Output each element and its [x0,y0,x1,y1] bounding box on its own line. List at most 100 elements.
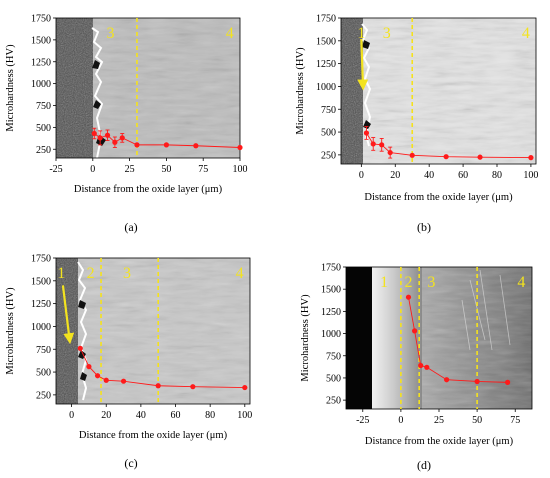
y-tick-label: 250 [326,396,341,407]
zone-arrow [357,38,369,91]
x-axis-title: Distance from the oxide layer (μm) [79,430,228,441]
y-tick-label: 500 [36,123,51,134]
micrograph-b [341,18,536,164]
y-tick-label: 1750 [31,254,51,265]
plot-frame [55,17,241,159]
data-point [424,364,430,370]
plot-frame [340,17,537,165]
x-tick-label: 80 [492,170,502,181]
panel-label-b: (b) [417,220,431,234]
data-point [477,154,483,160]
data-point [86,363,92,370]
y-tick-label: 1250 [316,59,336,70]
y-tick-label: 1000 [31,79,51,90]
x-tick-label: -25 [49,164,62,175]
y-tick-label: 500 [36,368,51,379]
x-tick-label: 50 [472,415,482,426]
y-tick-label: 250 [321,150,336,161]
micrograph-d [346,267,532,409]
x-tick-label: 60 [171,410,181,421]
data-point [103,377,109,383]
panel-b: 250 500 750 1000 1250 1500 1750 0 20 40 60 80 100 Mic… [295,14,538,235]
y-tick-label: 1750 [31,14,51,25]
panel-c: 250 500 750 1000 1250 1500 1750 0 20 40 60 80 100 Mic… [5,254,252,471]
x-axis-title: Distance from the oxide layer (μm) [365,436,514,447]
x-tick-label: 100 [523,170,538,181]
data-point [120,378,127,384]
y-tick-label: 1750 [321,263,341,274]
y-tick-label: 1500 [31,276,51,287]
chart-d: 250 500 750 1000 1250 1500 1750 -25 0 25 50 75 Micro… [300,263,533,447]
zone-label: 3 [106,25,114,42]
x-tick-label: 60 [458,170,468,181]
x-tick-label: 20 [390,170,400,181]
y-axis-title: Microhardness (HV) [300,294,311,382]
chart-a: 250 500 750 1000 1250 1500 1750 -25 0 25 50 75 100 Mi… [5,14,248,196]
data-point [104,132,111,138]
y-tick-label: 1000 [321,329,341,340]
y-tick-label: 1000 [31,322,51,333]
data-point [418,362,424,369]
data-point [97,135,103,141]
y-tick-label: 1500 [316,36,336,47]
data-point [193,143,199,149]
zone-label: 4 [517,274,525,291]
data-point [163,142,169,148]
plot-frame [55,257,251,405]
data-point [363,130,370,136]
data-point [242,384,248,391]
data-point [237,144,243,151]
y-tick-label: 1000 [316,82,336,93]
y-tick-label: 500 [321,128,336,139]
x-tick-label: 75 [198,164,208,175]
data-point [387,149,393,156]
y-tick-label: 1250 [31,57,51,68]
x-tick-label: 75 [510,415,520,426]
data-point [190,384,196,390]
data-point [155,383,161,389]
micrograph-c [56,258,250,404]
chart-b: 250 500 750 1000 1250 1500 1750 0 20 40 60 80 100 Mic… [295,14,538,204]
y-tick-label: 750 [321,105,336,116]
panel-label-a: (a) [124,220,137,234]
x-tick-label: 20 [101,410,111,421]
data-point [379,142,385,148]
panel-d: 250 500 750 1000 1250 1500 1750 -25 0 25 50 75 Micro… [300,263,533,472]
chart-c: 250 500 750 1000 1250 1500 1750 0 20 40 60 80 100 Mic… [5,254,252,442]
panel-label-c: (c) [124,456,137,470]
y-tick-label: 1500 [31,35,51,46]
x-axis-title: Distance from the oxide layer (μm) [364,192,513,203]
x-tick-label: -25 [356,415,369,426]
data-point [412,328,418,334]
zone-label: 4 [236,265,244,282]
x-tick-label: 100 [237,410,252,421]
x-tick-label: 25 [434,415,444,426]
y-tick-label: 1750 [316,14,336,25]
zone-label: 4 [522,25,530,42]
x-tick-label: 80 [205,410,215,421]
data-point [443,154,449,160]
zone-label: 2 [405,274,413,291]
zone-label: 1 [380,274,388,291]
zone-label: 3 [383,25,391,42]
panel-a: 250 500 750 1000 1250 1500 1750 -25 0 25 50 75 100 Mi… [5,14,248,235]
x-tick-label: 0 [69,410,74,421]
y-tick-label: 750 [326,351,341,362]
zone-arrow [61,285,75,345]
x-tick-label: 0 [359,170,364,181]
data-point [528,155,534,161]
y-tick-label: 750 [36,345,51,356]
zone-label: 3 [123,265,131,282]
data-point [405,294,412,300]
data-point [505,379,511,385]
y-axis-title: Microhardness (HV) [5,44,16,132]
zone-label: 4 [226,25,234,42]
y-axis-title: Microhardness (HV) [5,287,16,375]
micrograph-a [56,18,240,159]
y-tick-label: 250 [36,390,51,401]
y-tick-label: 1500 [321,285,341,296]
data-point [134,142,140,148]
data-point [119,135,125,141]
data-point [91,130,97,137]
